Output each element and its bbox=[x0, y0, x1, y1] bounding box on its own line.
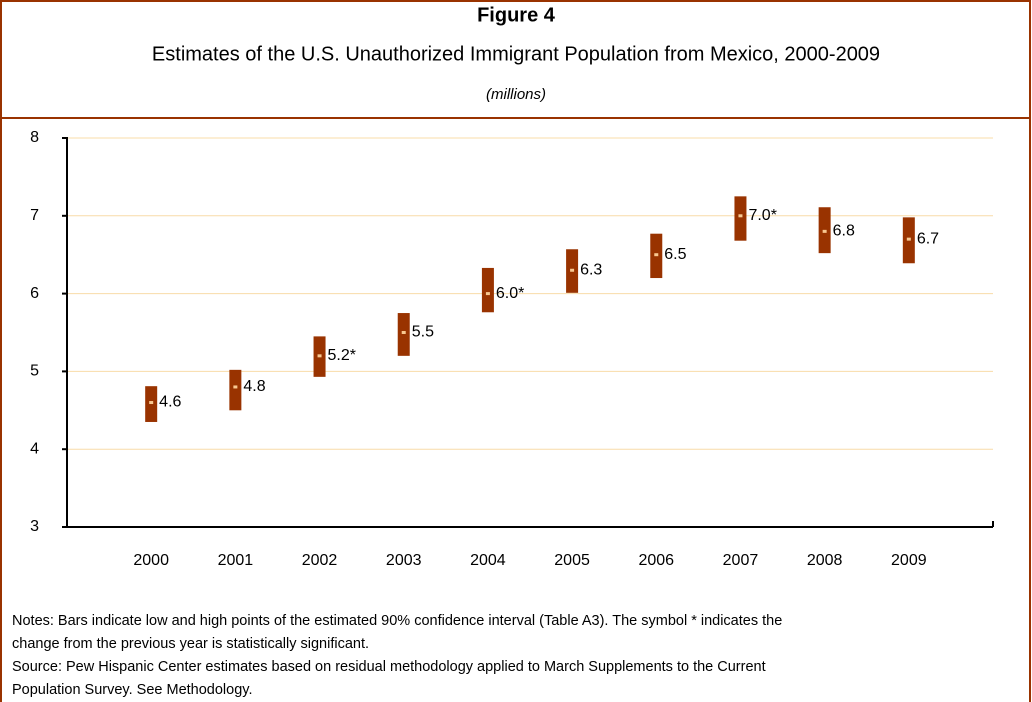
x-tick-label: 2008 bbox=[807, 552, 843, 569]
value-label: 5.5 bbox=[412, 324, 434, 341]
x-tick-label: 2006 bbox=[638, 552, 674, 569]
note-line: Population Survey. See Methodology. bbox=[12, 682, 252, 698]
y-tick-label: 6 bbox=[30, 285, 39, 302]
value-label: 7.0* bbox=[748, 207, 776, 224]
interval-bar bbox=[229, 369, 242, 411]
value-label: 6.7 bbox=[917, 230, 939, 247]
value-label: 6.8 bbox=[833, 223, 855, 240]
point-estimate bbox=[317, 354, 322, 358]
x-tick-label: 2001 bbox=[218, 552, 254, 569]
interval-bar bbox=[734, 196, 747, 241]
point-estimate bbox=[401, 331, 406, 334]
y-tick-label: 4 bbox=[30, 440, 39, 457]
note-line: change from the previous year is statist… bbox=[12, 636, 369, 652]
interval-bar bbox=[397, 313, 410, 356]
point-estimate bbox=[822, 229, 827, 233]
point-estimate bbox=[485, 292, 490, 296]
x-tick-label: 2005 bbox=[554, 552, 590, 569]
x-tick-label: 2007 bbox=[723, 552, 759, 569]
value-label: 5.2* bbox=[328, 347, 356, 364]
value-label: 6.0* bbox=[496, 285, 524, 302]
x-tick-label: 2003 bbox=[386, 552, 422, 569]
point-estimate bbox=[738, 214, 743, 218]
point-estimate bbox=[233, 385, 238, 389]
y-tick-label: 7 bbox=[30, 207, 39, 224]
point-estimate bbox=[654, 253, 659, 257]
unit-label: (millions) bbox=[486, 86, 546, 103]
interval-bar bbox=[145, 386, 158, 422]
interval-bar bbox=[481, 267, 494, 313]
y-tick-label: 8 bbox=[30, 129, 39, 146]
x-tick-label: 2002 bbox=[302, 552, 338, 569]
chart-subtitle: Estimates of the U.S. Unauthorized Immig… bbox=[152, 43, 880, 65]
note-line: Notes: Bars indicate low and high points… bbox=[12, 613, 782, 629]
y-tick-label: 3 bbox=[30, 518, 39, 535]
x-tick-label: 2009 bbox=[891, 552, 927, 569]
point-estimate bbox=[149, 401, 154, 405]
chart-title: Figure 4 bbox=[477, 4, 556, 26]
value-label: 6.5 bbox=[664, 246, 686, 263]
value-label: 4.6 bbox=[159, 394, 181, 411]
point-estimate bbox=[570, 268, 575, 272]
point-estimate bbox=[906, 237, 911, 241]
x-tick-label: 2004 bbox=[470, 552, 506, 569]
y-tick-label: 5 bbox=[30, 363, 39, 380]
value-label: 4.8 bbox=[243, 378, 265, 395]
value-label: 6.3 bbox=[580, 261, 602, 278]
x-tick-label: 2000 bbox=[133, 552, 169, 569]
note-line: Source: Pew Hispanic Center estimates ba… bbox=[12, 659, 766, 675]
